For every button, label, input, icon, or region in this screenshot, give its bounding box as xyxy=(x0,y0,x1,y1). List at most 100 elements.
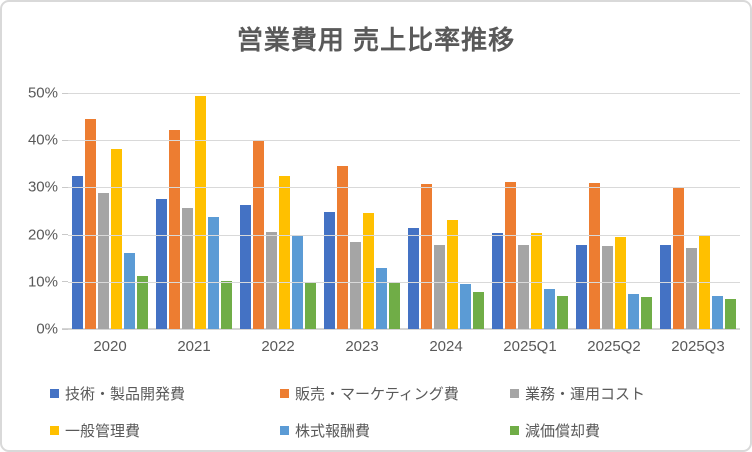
bar xyxy=(305,282,316,329)
bar xyxy=(350,242,361,329)
bar xyxy=(615,237,626,329)
bar-group xyxy=(152,93,236,329)
bar xyxy=(266,232,277,329)
bar xyxy=(221,280,232,329)
bar xyxy=(531,233,542,329)
y-tick-label: 20% xyxy=(27,226,58,244)
bar xyxy=(98,193,109,329)
bar xyxy=(576,244,587,329)
legend-item: 技術・製品開発費 xyxy=(50,383,280,404)
gridline xyxy=(68,93,740,94)
y-tick-mark xyxy=(62,281,68,283)
bar-group xyxy=(236,93,320,329)
chart-title: 営業費用 売上比率推移 xyxy=(236,25,516,55)
bar xyxy=(712,295,723,329)
bar xyxy=(473,291,484,329)
bar xyxy=(208,217,219,329)
y-tick-label: 50% xyxy=(27,84,58,102)
legend-item: 一般管理費 xyxy=(50,420,280,441)
bar xyxy=(240,204,251,329)
gridline xyxy=(68,281,740,283)
legend-swatch xyxy=(510,426,519,435)
legend-item: 業務・運用コスト xyxy=(510,383,740,404)
gridline xyxy=(68,187,740,189)
y-tick-label: 10% xyxy=(27,273,58,291)
legend-swatch xyxy=(280,389,289,398)
bar-group xyxy=(68,93,152,329)
legend-swatch xyxy=(510,389,519,398)
bar xyxy=(602,245,613,329)
bar xyxy=(124,253,135,329)
y-tick-label: 30% xyxy=(27,178,58,196)
bar xyxy=(673,186,684,329)
bar xyxy=(111,149,122,329)
bar xyxy=(408,228,419,329)
bar xyxy=(660,244,671,329)
x-axis-labels: 2020 2021 2022 2023 2024 2025Q1 2025Q2 2025Q3 xyxy=(68,338,740,355)
bar xyxy=(589,183,600,329)
bar xyxy=(505,182,516,329)
x-tick-label: 2025Q3 xyxy=(671,338,725,355)
y-tick-label: 40% xyxy=(27,131,58,149)
y-tick-mark xyxy=(62,328,68,330)
bar-group xyxy=(572,93,656,329)
bar xyxy=(628,294,639,329)
legend-swatch xyxy=(50,389,59,398)
bar xyxy=(447,219,458,329)
legend-label: 販売・マーケティング費 xyxy=(295,386,459,403)
legend-label: 業務・運用コスト xyxy=(525,386,646,403)
x-axis-line xyxy=(62,328,740,330)
plot-area: 0% 10% 20% 30% 40% 50% xyxy=(28,85,740,338)
bar xyxy=(169,130,180,329)
bar xyxy=(492,233,503,329)
bar xyxy=(156,199,167,329)
bar-group xyxy=(488,93,572,329)
bar xyxy=(182,208,193,329)
legend-label: 技術・製品開発費 xyxy=(65,386,186,403)
bar xyxy=(557,295,568,329)
bar xyxy=(85,118,96,329)
legend-item: 減価償却費 xyxy=(510,420,740,441)
gridline xyxy=(68,234,740,236)
bar xyxy=(137,276,148,329)
x-tick-label: 2022 xyxy=(261,338,295,355)
bar xyxy=(686,248,697,329)
bar-group xyxy=(320,93,404,329)
bar xyxy=(389,283,400,329)
y-tick-label: 0% xyxy=(36,320,58,338)
legend-label: 減価償却費 xyxy=(525,423,601,440)
legend-swatch xyxy=(280,426,289,435)
bar-groups xyxy=(68,93,740,329)
legend: 技術・製品開発費 販売・マーケティング費 業務・運用コスト一般管理費 株式報酬費 減価償… xyxy=(50,383,740,441)
x-tick-label: 2020 xyxy=(93,338,127,355)
x-tick-label: 2025Q1 xyxy=(503,338,557,355)
bar xyxy=(544,289,555,329)
gridline xyxy=(68,140,740,142)
y-tick-mark xyxy=(62,92,68,94)
legend-label: 一般管理費 xyxy=(65,423,141,440)
bar xyxy=(279,176,290,329)
bar xyxy=(376,267,387,329)
bar xyxy=(641,296,652,329)
bar xyxy=(363,212,374,329)
bar xyxy=(337,166,348,329)
x-tick-label: 2025Q2 xyxy=(587,338,641,355)
x-tick-label: 2023 xyxy=(345,338,379,355)
bar-group xyxy=(656,93,740,329)
bar-group xyxy=(404,93,488,329)
bar xyxy=(460,284,471,329)
y-tick-mark xyxy=(62,186,68,188)
bar xyxy=(434,244,445,329)
legend-item: 販売・マーケティング費 xyxy=(280,383,510,404)
legend-item: 株式報酬費 xyxy=(280,420,510,441)
legend-label: 株式報酬費 xyxy=(295,423,371,440)
x-tick-label: 2024 xyxy=(429,338,463,355)
bar xyxy=(421,184,432,329)
y-tick-mark xyxy=(62,139,68,141)
bar xyxy=(195,96,206,329)
bar xyxy=(725,298,736,329)
bar xyxy=(72,175,83,329)
y-tick-mark xyxy=(62,234,68,236)
bar xyxy=(324,212,335,329)
